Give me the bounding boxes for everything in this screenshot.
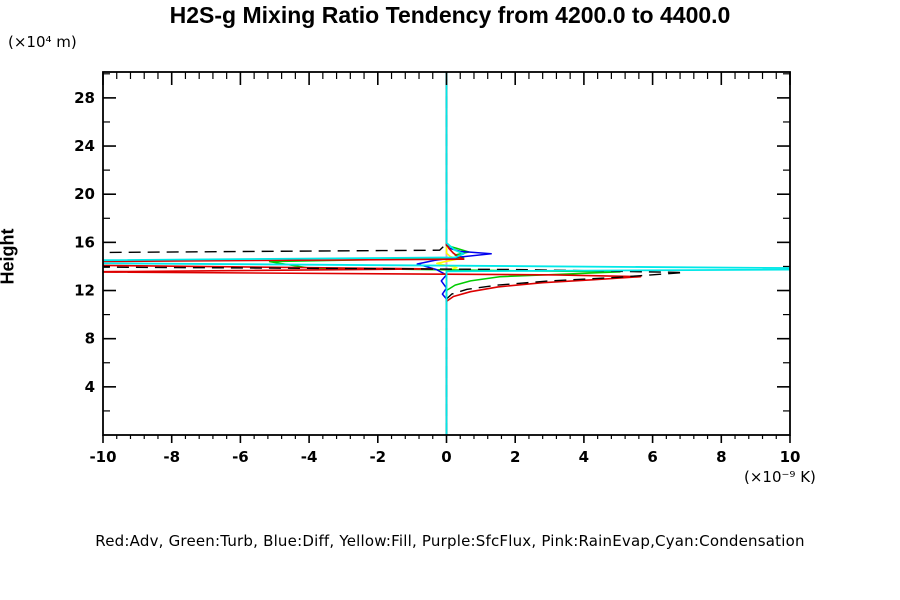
series-condensation: [103, 72, 790, 435]
y-axis-unit-label: (×10⁴ m): [8, 33, 77, 51]
x-tick-label: -6: [232, 448, 249, 466]
x-tick-label: -8: [163, 448, 180, 466]
x-tick-label: -10: [89, 448, 116, 466]
x-tick-label: -4: [301, 448, 318, 466]
y-tick-label: 12: [74, 282, 95, 300]
chart-title: H2S-g Mixing Ratio Tendency from 4200.0 …: [169, 2, 731, 28]
x-tick-label: 0: [441, 448, 451, 466]
series-turb: [268, 72, 621, 435]
x-tick-label: 6: [647, 448, 657, 466]
x-tick-label: -2: [369, 448, 386, 466]
x-tick-label: 10: [780, 448, 801, 466]
y-tick-label: 24: [74, 137, 95, 155]
x-axis-unit-label: (×10⁻⁹ K): [744, 468, 816, 486]
y-tick-label: 28: [74, 89, 95, 107]
series-total: [103, 72, 685, 435]
y-tick-label: 20: [74, 185, 95, 203]
x-tick-label: 4: [579, 448, 589, 466]
x-tick-label: 8: [716, 448, 726, 466]
legend-text: Red:Adv, Green:Turb, Blue:Diff, Yellow:F…: [95, 532, 805, 550]
y-tick-label: 8: [85, 330, 95, 348]
y-tick-label: 4: [85, 378, 95, 396]
series-adv: [103, 72, 642, 435]
y-tick-label: 16: [74, 233, 95, 251]
x-tick-label: 2: [510, 448, 520, 466]
